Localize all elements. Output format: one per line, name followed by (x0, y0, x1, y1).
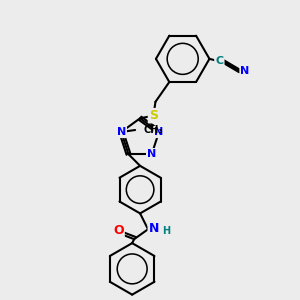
Text: N: N (241, 66, 250, 76)
Text: O: O (113, 224, 124, 237)
Text: C: C (215, 56, 223, 66)
Text: S: S (149, 109, 158, 122)
Text: N: N (147, 149, 156, 159)
Text: N: N (117, 127, 126, 137)
Text: N: N (154, 127, 164, 137)
Text: H: H (162, 226, 170, 236)
Text: CH₃: CH₃ (143, 125, 163, 135)
Text: N: N (149, 222, 159, 235)
